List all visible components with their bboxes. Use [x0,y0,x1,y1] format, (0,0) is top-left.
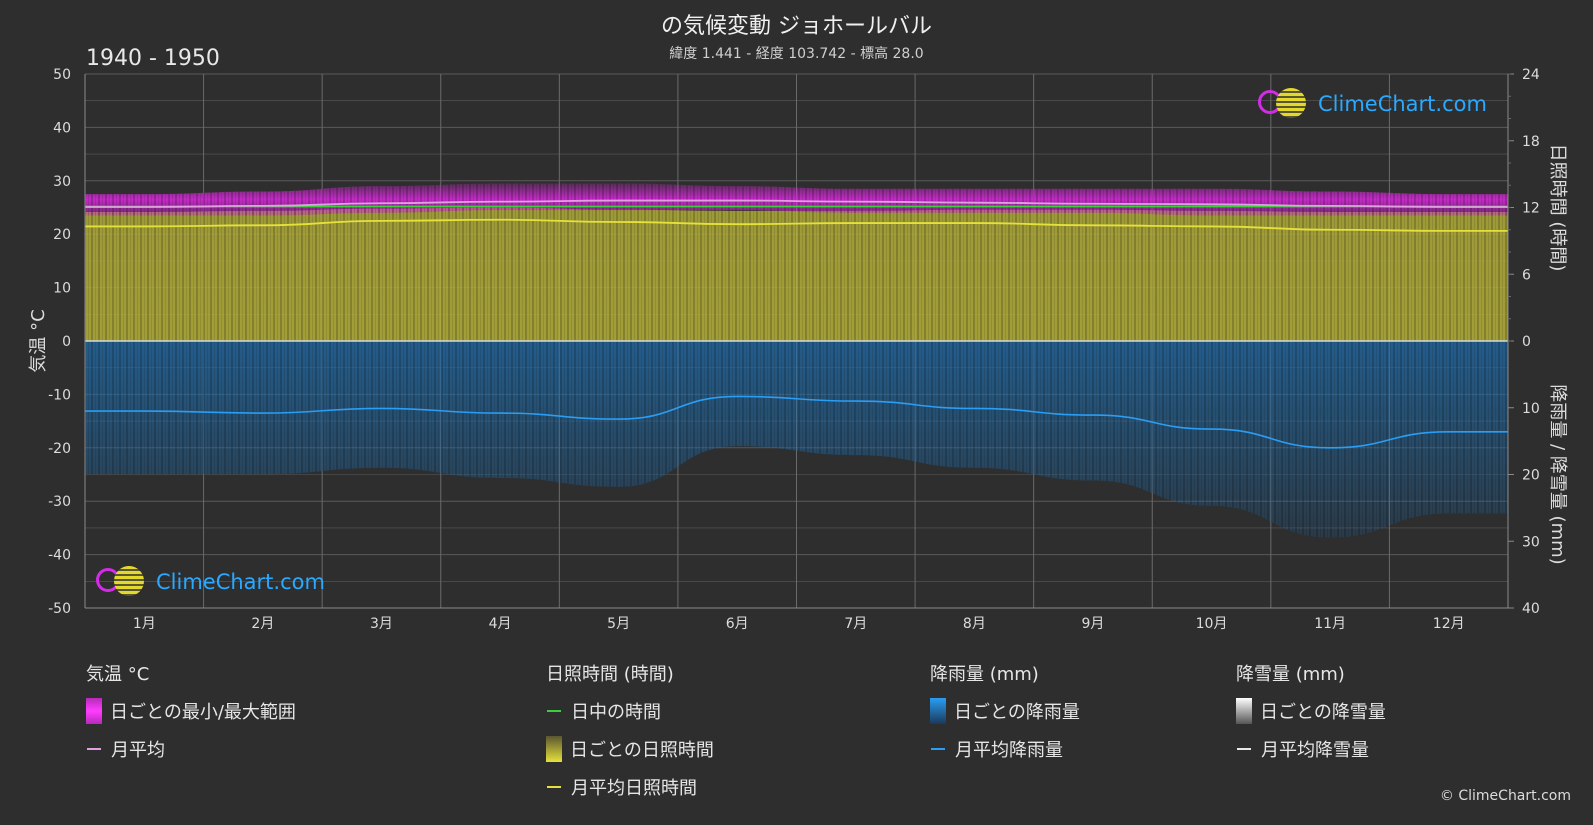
logo-text: ClimeChart.com [156,570,325,594]
legend-label: 日ごとの最小/最大範囲 [110,702,296,723]
left-tick-label: 50 [53,67,71,83]
legend-temperature: 気温 °C 日ごとの最小/最大範囲 月平均 [86,660,296,774]
right-bottom-tick-label: 20 [1522,468,1540,484]
logo-icon [96,566,150,598]
left-tick-label: 10 [53,281,71,297]
chart-subtitle: 緯度 1.441 - 経度 103.742 - 標高 28.0 [669,46,924,62]
legend-label: 月平均日照時間 [571,778,697,799]
month-label: 3月 [370,616,393,632]
legend-label: 月平均 [111,740,165,761]
right-top-axis-title: 日照時間 (時間) [1547,144,1568,272]
month-label: 11月 [1314,616,1346,632]
legend-item: 月平均降雪量 [1236,736,1386,762]
month-label: 10月 [1196,616,1228,632]
legend-label: 月平均降雨量 [955,740,1063,761]
logo-top[interactable]: ClimeChart.com [1258,88,1487,120]
left-tick-label: -30 [48,494,71,510]
right-bottom-axis-title: 降雨量 / 降雪量 (mm) [1547,384,1568,564]
legend-item: 月平均降雨量 [930,736,1080,762]
month-label: 6月 [726,616,749,632]
rain-mean-line [85,395,1508,449]
month-label: 8月 [963,616,986,632]
legend-item: 月平均日照時間 [546,774,714,800]
legend-title: 降雪量 (mm) [1236,664,1345,685]
left-tick-label: 0 [62,334,71,350]
right-top-tick-label: 24 [1522,67,1540,83]
daylight-swatch [547,710,561,712]
logo-bottom[interactable]: ClimeChart.com [96,566,325,598]
rain-swatch [930,698,946,724]
left-tick-label: -40 [48,548,71,564]
sunshine-mean-line [85,218,1508,232]
climate-chart: 50 40 30 20 10 0 -10 -20 -30 -40 -50 24 18 12 6 0 10 20 30… [28,67,1568,632]
legend-label: 日ごとの降雪量 [1260,702,1386,723]
left-axis-title: 気温 °C [28,309,49,372]
chart-title: の気候変動 ジョホールバル [661,14,932,39]
period-label: 1940 - 1950 [86,46,220,71]
right-bottom-tick-label: 40 [1522,601,1540,617]
legend-item: 日ごとの降雨量 [930,698,1080,724]
left-tick-label: 20 [53,227,71,243]
legend-sunshine: 日照時間 (時間) 日中の時間 日ごとの日照時間 月平均日照時間 [546,660,714,812]
right-bottom-tick-label: 10 [1522,401,1540,417]
month-label: 5月 [607,616,630,632]
legend-label: 月平均降雪量 [1261,740,1369,761]
right-top-tick-label: 6 [1522,267,1531,283]
month-label: 9月 [1081,616,1104,632]
right-top-tick-label: 12 [1522,201,1540,217]
logo-text: ClimeChart.com [1318,92,1487,116]
legend-label: 日ごとの日照時間 [570,740,714,761]
month-label: 4月 [489,616,512,632]
left-tick-label: 40 [53,120,71,136]
temperature-range-texture [85,183,1508,216]
left-tick-label: -20 [48,441,71,457]
logo-icon [1258,88,1312,120]
legend-rain: 降雨量 (mm) 日ごとの降雨量 月平均降雨量 [930,660,1080,774]
legend-title: 気温 °C [86,664,150,685]
left-tick-label: 30 [53,174,71,190]
legend-label: 日ごとの降雨量 [954,702,1080,723]
sunshine-texture [85,207,1508,341]
legend-item: 日ごとの日照時間 [546,736,714,762]
snow-mean-swatch [1237,748,1251,750]
sunshine-swatch [546,736,562,762]
legend-snow: 降雪量 (mm) 日ごとの降雪量 月平均降雪量 [1236,660,1386,774]
left-tick-label: -10 [48,387,71,403]
right-top-tick-label: 0 [1522,334,1531,350]
month-label: 7月 [844,616,867,632]
legend-item: 日中の時間 [546,698,714,724]
rain-mean-swatch [931,748,945,750]
right-bottom-tick-label: 30 [1522,534,1540,550]
left-tick-label: -50 [48,601,71,617]
month-label: 12月 [1433,616,1465,632]
range-swatch [86,698,102,724]
copyright: © ClimeChart.com [1439,788,1571,804]
legend-title: 降雨量 (mm) [930,664,1039,685]
legend-item: 日ごとの降雪量 [1236,698,1386,724]
legend-label: 日中の時間 [571,702,661,723]
sunshine-mean-swatch [547,786,561,788]
legend-item: 日ごとの最小/最大範囲 [86,698,296,724]
temperature-mean-line [85,199,1508,208]
month-label: 1月 [133,616,156,632]
legend-item: 月平均 [86,736,296,762]
month-label: 2月 [251,616,274,632]
rain-texture [85,341,1508,538]
right-top-tick-label: 18 [1522,134,1540,150]
legend-title: 日照時間 (時間) [546,664,674,685]
snow-swatch [1236,698,1252,724]
mean-swatch [87,748,101,750]
